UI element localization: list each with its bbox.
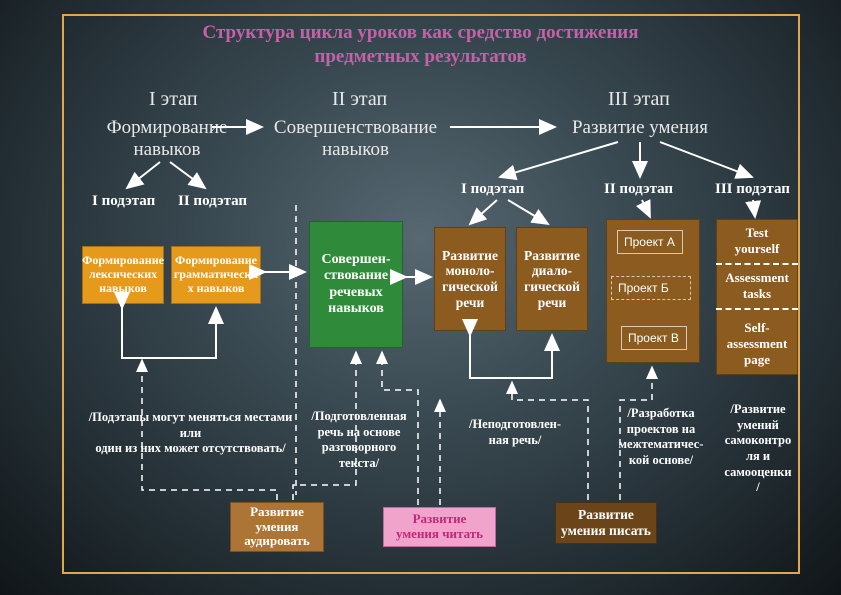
project-c: Проект В	[621, 326, 687, 350]
box-listen: Развитие умения аудировать	[230, 502, 324, 552]
project-b: Проект Б	[611, 276, 691, 300]
substage-b1: I подэтап	[461, 181, 524, 198]
caption-3: /Неподготовлен- ная речь/	[455, 417, 575, 448]
substage-b2: II подэтап	[604, 181, 673, 198]
box-dial: Развитие диало- гической речи	[516, 227, 588, 331]
stage-3-header: III этап	[608, 88, 670, 111]
project-a: Проект А	[617, 230, 683, 254]
test-yourself: Test yourself	[716, 225, 798, 265]
box-speech: Совершен- ствование речевых навыков	[309, 221, 403, 348]
title-line-1: Структура цикла уроков как средство дост…	[0, 22, 841, 44]
caption-2: /Подготовленная речь на основе разговорн…	[304, 409, 414, 472]
substage-a2: II подэтап	[178, 193, 247, 210]
caption-4: /Разработка проектов на межтематичес- ко…	[603, 406, 719, 469]
box-gram: Формирование грамматически х навыков	[171, 246, 261, 304]
projects-container: Проект А Проект Б Проект В	[606, 219, 700, 363]
stage-3-sub: Развитие умения	[560, 117, 720, 139]
self-assessment: Self- assessment page	[716, 320, 798, 368]
caption-5: /Развитие умений самоконтро ля и самооце…	[720, 402, 796, 496]
box-lex: Формирование лексических навыков	[82, 246, 164, 304]
stage-2-header: II этап	[332, 88, 387, 111]
stage-2-sub: Совершенствование навыков	[258, 117, 453, 161]
assessment-tasks: Assessment tasks	[716, 270, 798, 310]
substage-b3: III подэтап	[715, 181, 790, 198]
caption-1: /Подэтапы могут меняться местами или оди…	[83, 410, 298, 457]
box-write: Развитие умения писать	[555, 502, 657, 544]
title-line-2: предметных результатов	[0, 46, 841, 68]
box-read: Развитие умения читать	[383, 507, 496, 547]
substage-a1: I подэтап	[92, 193, 155, 210]
box-mono: Развитие моноло- гической речи	[434, 227, 506, 331]
stage-1-sub: Формирование навыков	[92, 117, 242, 161]
stage-1-header: I этап	[149, 88, 198, 111]
